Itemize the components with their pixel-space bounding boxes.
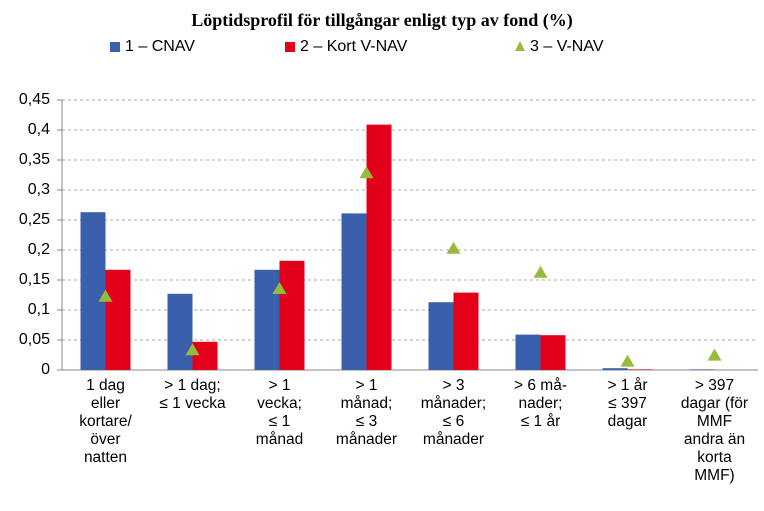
legend-swatch bbox=[110, 42, 120, 52]
y-tick-label: 0,4 bbox=[28, 121, 50, 138]
marker bbox=[707, 348, 722, 361]
bar bbox=[689, 369, 715, 370]
marker bbox=[185, 343, 200, 356]
y-tick-label: 0,25 bbox=[19, 211, 50, 228]
bar bbox=[627, 369, 653, 370]
bar bbox=[279, 260, 305, 370]
legend-label: 3 – V-NAV bbox=[530, 38, 604, 55]
y-tick-label: 0 bbox=[41, 361, 50, 378]
bar bbox=[453, 292, 479, 370]
x-tick-label: > 397 dagar (för MMF andra än korta MMF) bbox=[680, 377, 749, 484]
y-tick-label: 0,2 bbox=[28, 241, 50, 258]
bar bbox=[105, 269, 131, 370]
marker bbox=[98, 289, 113, 302]
bar bbox=[254, 269, 280, 370]
y-tick-label: 0,45 bbox=[19, 91, 50, 108]
marker bbox=[359, 166, 374, 179]
bar bbox=[192, 341, 218, 370]
bar bbox=[366, 124, 392, 370]
y-tick-label: 0,3 bbox=[28, 181, 50, 198]
y-tick-label: 0,35 bbox=[19, 151, 50, 168]
marker bbox=[446, 241, 461, 254]
x-tick-label: > 3 månader; ≤ 6 månader bbox=[420, 377, 487, 448]
x-tick-label: > 1 år ≤ 397 dagar bbox=[607, 377, 648, 430]
marker bbox=[533, 265, 548, 278]
x-tick-label: > 6 må- nader; ≤ 1 år bbox=[514, 377, 567, 430]
y-tick-label: 0,1 bbox=[28, 301, 50, 318]
legend-label: 1 – CNAV bbox=[125, 38, 195, 55]
bar bbox=[341, 213, 367, 370]
bar bbox=[167, 293, 193, 370]
x-tick-label: > 1 månad; ≤ 3 månader bbox=[335, 377, 398, 448]
legend-swatch bbox=[515, 41, 525, 51]
x-tick-label: > 1 vecka; ≤ 1 månad bbox=[255, 377, 304, 448]
marker bbox=[620, 354, 635, 367]
marker bbox=[272, 282, 287, 294]
bar bbox=[428, 302, 454, 370]
bar bbox=[540, 335, 566, 370]
bar bbox=[515, 334, 541, 370]
bar bbox=[80, 212, 106, 370]
legend-swatch bbox=[285, 42, 295, 52]
y-tick-label: 0,15 bbox=[19, 271, 50, 288]
chart-title: Löptidsprofil för tillgångar enligt typ … bbox=[191, 10, 573, 31]
x-tick-label: > 1 dag; ≤ 1 vecka bbox=[159, 377, 226, 412]
bar bbox=[602, 368, 628, 370]
legend-label: 2 – Kort V-NAV bbox=[300, 38, 408, 55]
x-tick-label: 1 dag eller kortare/ över natten bbox=[79, 377, 132, 466]
y-tick-label: 0,05 bbox=[19, 331, 50, 348]
